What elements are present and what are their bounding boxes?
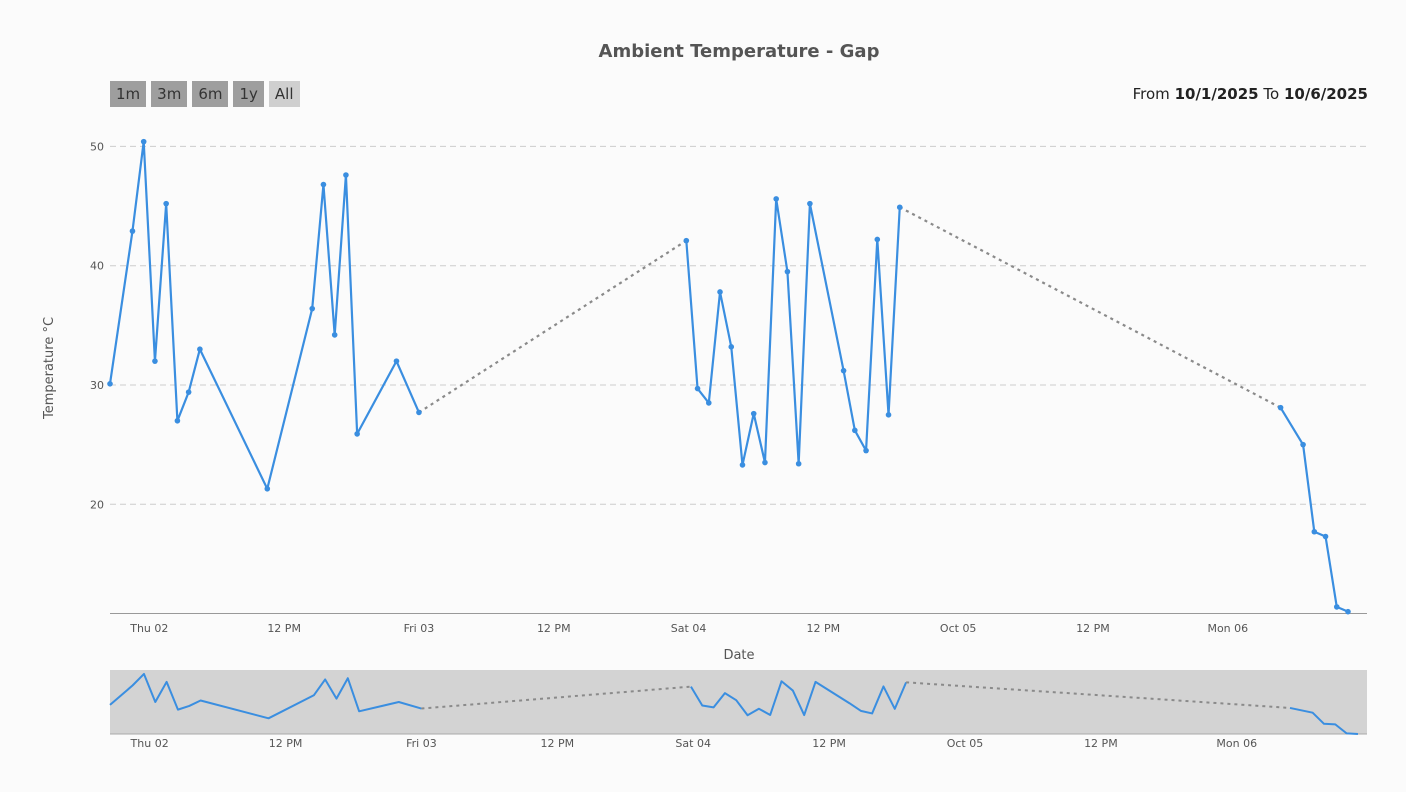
range-1m-button[interactable]: 1m: [110, 81, 147, 107]
data-point: [331, 332, 338, 338]
x-axis-ticks: Thu 02 12 PM Fri 03 12 PM Sat 04 12 PM Oct 05 1…: [129, 622, 1248, 635]
data-point: [739, 462, 746, 468]
y-axis-label: Temperature °C: [42, 317, 57, 420]
data-point: [1333, 604, 1340, 610]
y-tick-label: 50: [90, 140, 104, 153]
range-selector: 1m 3m 6m 1y All: [110, 81, 300, 107]
x-tick-label: Thu 02: [129, 622, 168, 635]
grid-lines: [110, 145, 1367, 505]
date-range-display: From 10/1/2025 To 10/6/2025: [1133, 85, 1368, 103]
data-point: [140, 138, 147, 145]
navigator-line-segment: [1289, 706, 1358, 735]
x-tick-label: 12 PM: [1076, 622, 1110, 635]
data-point: [320, 181, 327, 188]
temperature-points: [107, 138, 1351, 615]
data-point: [354, 431, 360, 437]
data-point: [264, 485, 271, 492]
data-point: [1277, 404, 1284, 411]
range-3m-button[interactable]: 3m: [151, 81, 188, 107]
data-point: [174, 417, 181, 424]
data-point: [309, 305, 316, 312]
data-point: [129, 228, 136, 234]
data-point: [762, 459, 768, 466]
x-tick-label: 12 PM: [537, 622, 571, 635]
data-point: [1345, 608, 1351, 615]
navigator-gap-line: [421, 685, 692, 710]
x-tick-label: Sat 04: [671, 622, 707, 635]
series-line-segment: [685, 197, 901, 467]
data-point: [163, 200, 169, 207]
from-label: From: [1132, 85, 1170, 103]
data-point: [885, 412, 892, 418]
data-point: [683, 237, 690, 244]
data-point: [807, 200, 813, 207]
data-point: [750, 410, 757, 417]
data-point: [416, 409, 422, 416]
series-line-segment: [1279, 407, 1349, 613]
navigator-x-tick-label: 12 PM: [1084, 737, 1118, 750]
data-point: [107, 381, 113, 387]
data-point: [343, 172, 349, 178]
gap-line: [418, 239, 687, 414]
data-point: [795, 460, 802, 467]
x-tick-label: Mon 06: [1207, 622, 1248, 635]
from-date[interactable]: 10/1/2025: [1174, 85, 1259, 103]
y-tick-label: 30: [90, 379, 104, 392]
navigator-x-tick-label: 12 PM: [812, 737, 846, 750]
navigator-series: [109, 672, 1358, 735]
data-point: [197, 346, 203, 353]
data-point: [863, 447, 869, 454]
x-tick-label: Fri 03: [404, 622, 435, 635]
range-1y-button[interactable]: 1y: [233, 81, 264, 107]
x-axis-label: Date: [723, 648, 754, 663]
x-tick-label: 12 PM: [807, 622, 841, 635]
navigator-gap-line: [906, 681, 1291, 709]
data-point: [784, 268, 791, 275]
navigator-x-tick-label: Fri 03: [406, 737, 437, 750]
data-point: [1300, 441, 1306, 448]
y-axis-ticks: 20 30 40 50: [90, 140, 104, 511]
data-point: [1322, 533, 1329, 540]
range-all-button[interactable]: All: [268, 81, 300, 107]
navigator-x-tick-label: Mon 06: [1216, 737, 1257, 750]
navigator-line-segment: [690, 680, 908, 717]
navigator-x-tick-label: Thu 02: [130, 737, 169, 750]
data-point: [840, 367, 847, 374]
data-point: [705, 400, 712, 406]
x-tick-label: Oct 05: [940, 622, 977, 635]
series-line-segment: [108, 140, 420, 490]
navigator-x-ticks: Thu 02 12 PM Fri 03 12 PM Sat 04 12 PM Oct 05 1…: [130, 737, 1258, 750]
data-point: [694, 385, 701, 392]
navigator-x-tick-label: Sat 04: [675, 737, 711, 750]
to-label: To: [1263, 85, 1280, 103]
navigator-x-tick-label: 12 PM: [269, 737, 303, 750]
gap-line: [899, 206, 1282, 409]
temperature-series: [108, 140, 1349, 613]
data-point: [185, 389, 192, 395]
data-point: [728, 344, 735, 350]
data-point: [773, 196, 779, 202]
range-6m-button[interactable]: 6m: [192, 81, 229, 107]
y-tick-label: 20: [90, 498, 104, 511]
navigator-line-segment: [109, 672, 422, 720]
data-point: [1311, 528, 1318, 535]
to-date[interactable]: 10/6/2025: [1283, 85, 1368, 103]
y-tick-label: 40: [90, 260, 104, 273]
data-point: [717, 289, 723, 295]
data-point: [152, 358, 158, 364]
navigator-x-tick-label: Oct 05: [947, 737, 984, 750]
data-point: [852, 427, 858, 434]
gap-lines: [418, 206, 1282, 414]
navigator-x-tick-label: 12 PM: [540, 737, 574, 750]
chart-title: Ambient Temperature - Gap: [598, 41, 880, 62]
x-tick-label: 12 PM: [267, 622, 301, 635]
data-point: [896, 204, 903, 211]
data-point: [393, 358, 400, 364]
data-point: [874, 236, 881, 243]
